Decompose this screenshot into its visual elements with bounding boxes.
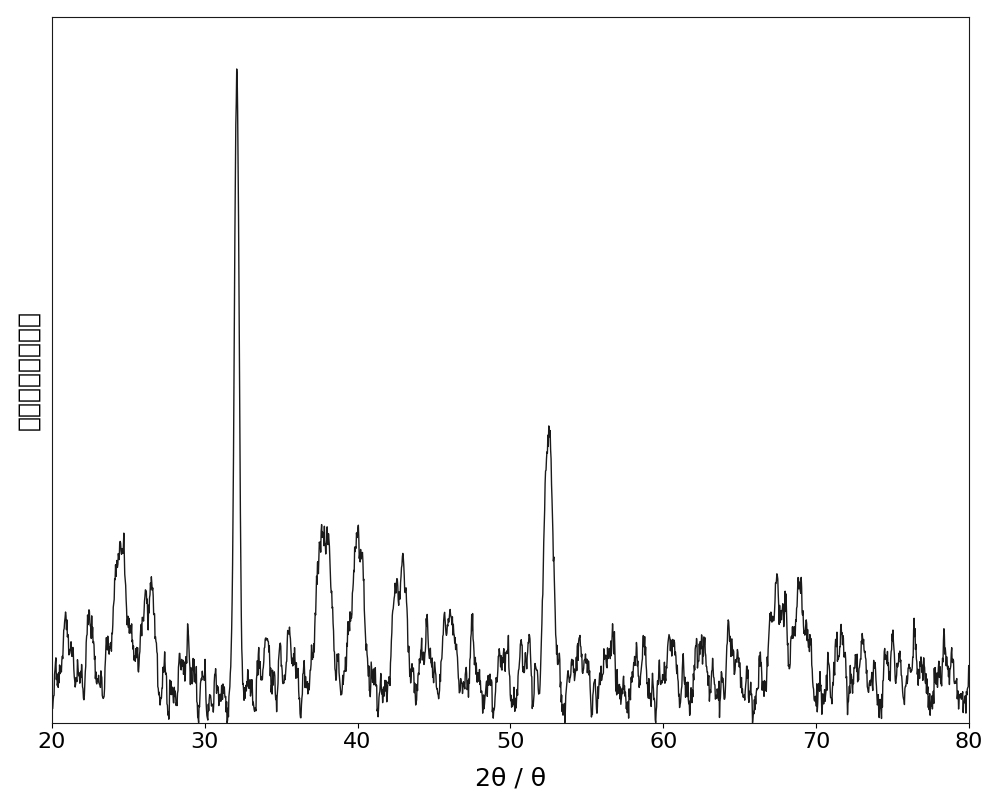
- X-axis label: 2θ / θ: 2θ / θ: [475, 767, 546, 790]
- Y-axis label: 强度（任意单位）: 强度（任意单位）: [17, 310, 41, 429]
